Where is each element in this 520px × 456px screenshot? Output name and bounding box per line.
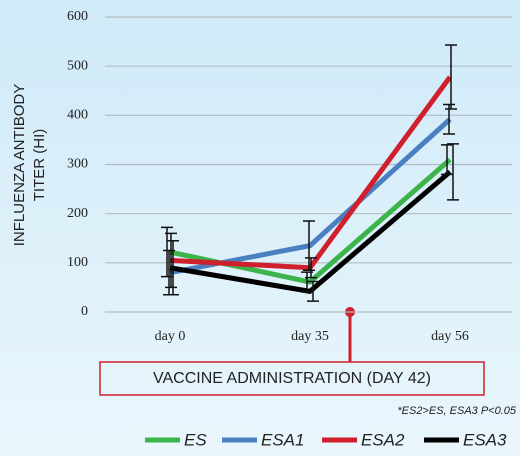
x-tick-label: day 35	[291, 329, 329, 344]
y-tick-label: 100	[67, 255, 88, 270]
y-tick-label: 200	[67, 206, 88, 221]
y-tick-label: 400	[67, 108, 88, 123]
legend-label: ES	[184, 430, 207, 449]
y-tick-label: 300	[67, 157, 88, 172]
error-bar	[303, 220, 315, 271]
annotation-box	[99, 361, 485, 396]
error-bar	[445, 44, 457, 110]
y-tick-label: 600	[67, 9, 88, 24]
x-tick-label: day 56	[431, 329, 469, 344]
error-bar	[167, 239, 179, 296]
y-axis-label: INFLUENZA ANTIBODY TITER (HI)	[11, 84, 48, 247]
error-bar	[307, 280, 319, 302]
series-line	[169, 75, 453, 271]
error-bar	[165, 232, 177, 289]
error-bar	[447, 143, 459, 201]
y-label-line: INFLUENZA ANTIBODY	[11, 84, 28, 247]
annotation: VACCINE ADMINISTRATION (DAY 42)	[153, 370, 431, 387]
y-label-line: TITER (HI)	[31, 129, 48, 202]
legend-label: ESA1	[261, 430, 304, 449]
legend-label: ESA2	[361, 430, 405, 449]
legend-label: ESA3	[463, 430, 507, 449]
y-tick-label: 0	[81, 304, 88, 319]
error-bar	[441, 144, 453, 176]
y-tick-label: 500	[67, 58, 88, 73]
x-tick-label: day 0	[155, 329, 186, 344]
error-bar	[305, 257, 317, 279]
note: *ES2>ES, ESA3 P<0.05	[397, 405, 517, 417]
